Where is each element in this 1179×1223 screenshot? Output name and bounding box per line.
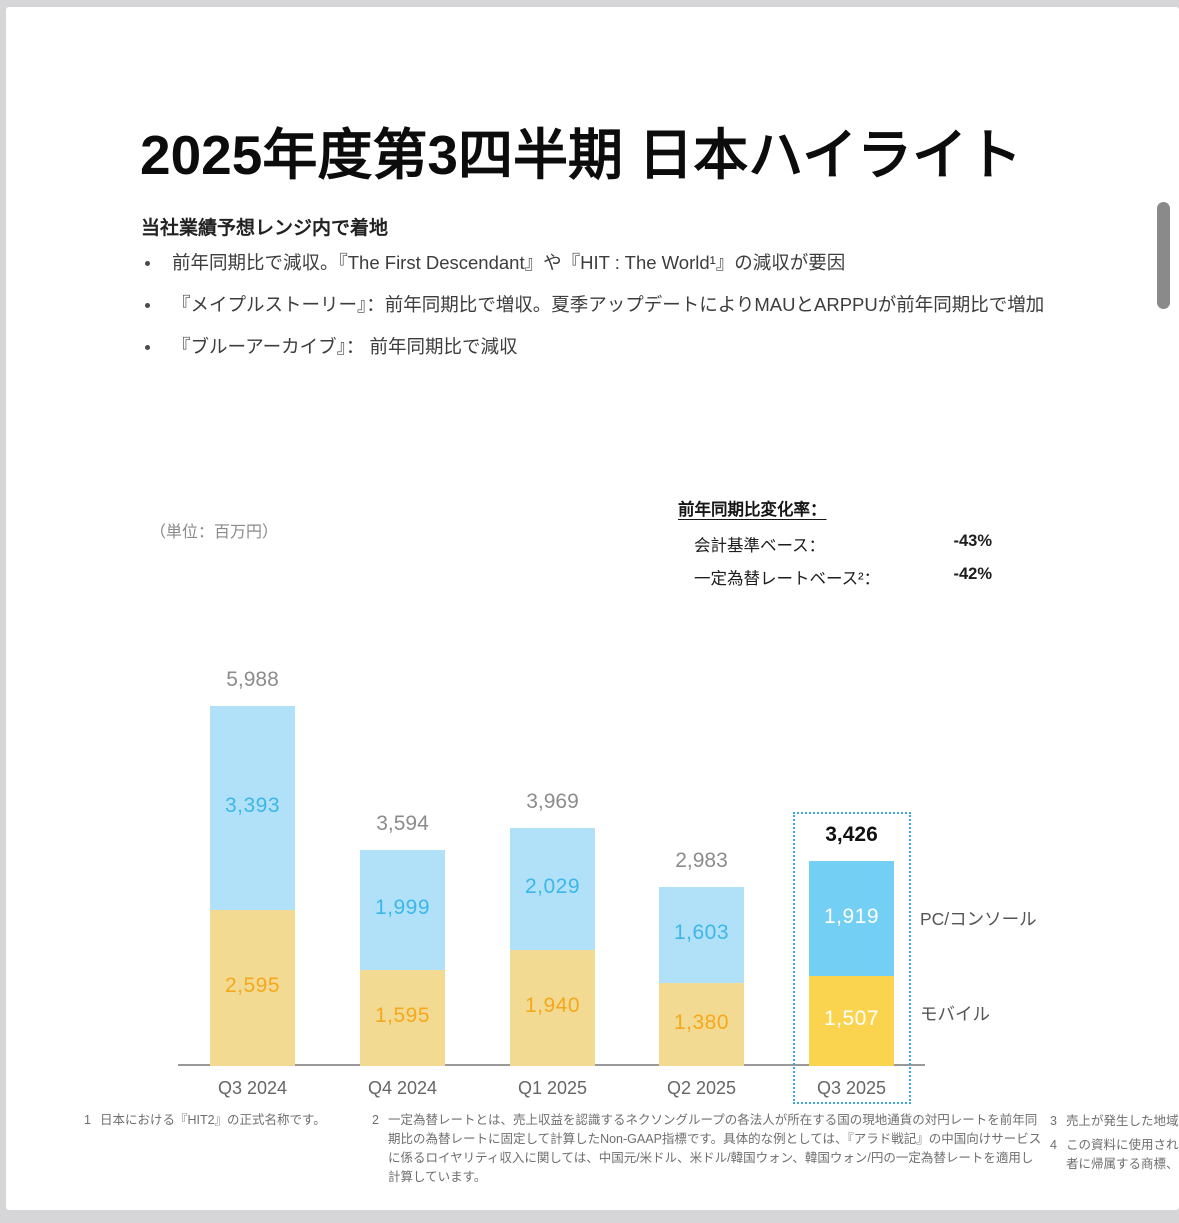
- bar-q3-2024-pc-value: 3,393: [224, 794, 281, 817]
- bullet-text: 前年同期比で減収。『The First Descendant』や『HIT : T…: [172, 252, 846, 273]
- yoy-row-constant-currency: 一定為替レートベース²： -42%: [694, 565, 994, 589]
- footnote-text: 日本における『HIT2』の正式名称です。: [99, 1113, 326, 1127]
- bar-q4-2024-pc-value: 1,999: [374, 896, 431, 919]
- bar-q1-2025-total-label: 3,969: [526, 790, 579, 813]
- bar-q1-2025-mobile-segment: [510, 950, 595, 1066]
- list-item: 『ブルーアーカイブ』： 前年同期比で減収: [141, 334, 1151, 361]
- page-title: 2025年度第3四半期 日本ハイライト: [140, 123, 1023, 186]
- bar-q3-2025-pc-value: 1,919: [823, 904, 880, 928]
- chart-unit-label: （単位：百万円）: [150, 524, 279, 541]
- bar-q3-2025-pc-segment: [809, 861, 894, 976]
- legend-label-pc-console: PC/コンソール: [920, 909, 1037, 929]
- bar-q3-2024-pc-segment: [210, 706, 295, 910]
- highlights-list: 前年同期比で減収。『The First Descendant』や『HIT : T…: [141, 250, 1151, 375]
- bar-q2-2025-total-label: 2,983: [675, 849, 728, 872]
- bar-q3-2025-mobile-segment: [809, 976, 894, 1066]
- footnote-3: 3 売上が発生した地域別: [1050, 1112, 1179, 1131]
- bar-q3-2025-total-label: 3,426: [825, 823, 878, 846]
- bullet-text: 『メイプルストーリー』：前年同期比で増収。夏季アップデートによりMAUとARPP…: [172, 293, 1045, 315]
- x-axis-label-q1-2025: Q1 2025: [517, 1078, 588, 1098]
- footnote-line: 者に帰属する商標、登録: [1065, 1157, 1179, 1171]
- list-item: 『メイプルストーリー』：前年同期比で増収。夏季アップデートによりMAUとARPP…: [141, 292, 1151, 319]
- bar-q2-2025-mobile-segment: [659, 983, 744, 1066]
- footnote-number: 4: [1050, 1138, 1057, 1152]
- footnote-2: 2 一定為替レートとは、売上収益を認識するネクソングループの各法人が所在する国の…: [372, 1111, 1044, 1187]
- footnote-line: この資料に使用されてい: [1065, 1138, 1179, 1152]
- highlight-box: [793, 812, 911, 1104]
- footnote-text: 一定為替レートとは、売上収益を認識するネクソングループの各法人が所在する国の現地…: [387, 1113, 1042, 1184]
- bar-q2-2025-pc-value: 1,603: [673, 921, 730, 944]
- footnote-text: この資料に使用されてい 者に帰属する商標、登録: [1066, 1136, 1179, 1174]
- bar-q4-2024-pc-segment: [360, 850, 445, 970]
- bar-q4-2024-mobile-segment: [360, 970, 445, 1066]
- bar-q2-2025-mobile-value: 1,380: [673, 1010, 730, 1034]
- bullet-text: 『ブルーアーカイブ』： 前年同期比で減収: [172, 335, 518, 357]
- footnote-1: 1 日本における『HIT2』の正式名称です。: [84, 1111, 384, 1130]
- footnote-number: 1: [84, 1113, 91, 1127]
- bar-q4-2024-total-label: 3,594: [376, 812, 429, 835]
- bar-q3-2024-mobile-segment: [210, 910, 295, 1066]
- footnote-4: 4 この資料に使用されてい 者に帰属する商標、登録: [1050, 1136, 1179, 1174]
- page-subtitle: 当社業績予想レンジ内で着地: [141, 217, 389, 239]
- bar-q4-2024-mobile-value: 1,595: [374, 1004, 431, 1027]
- x-axis-label-q2-2025: Q2 2025: [666, 1078, 737, 1098]
- x-axis-label-q3-2025: Q3 2025: [816, 1078, 887, 1098]
- bar-q2-2025-pc-segment: [659, 887, 744, 983]
- bar-q1-2025-pc-segment: [510, 828, 595, 950]
- x-axis-label-q4-2024: Q4 2024: [367, 1078, 438, 1098]
- list-item: 前年同期比で減収。『The First Descendant』や『HIT : T…: [141, 250, 1151, 277]
- yoy-heading: 前年同期比変化率：: [678, 501, 827, 519]
- yoy-row-accounting: 会計基準ベース： -43%: [694, 532, 994, 556]
- footnote-number: 3: [1050, 1114, 1057, 1128]
- scrollbar-thumb[interactable]: [1157, 202, 1170, 309]
- bar-q3-2025-mobile-value: 1,507: [823, 1007, 880, 1030]
- bar-q1-2025-pc-value: 2,029: [524, 875, 581, 898]
- bar-q1-2025-mobile-value: 1,940: [524, 994, 581, 1017]
- footnote-number: 2: [372, 1113, 379, 1127]
- yoy-label-constant-currency: 一定為替レートベース²：: [694, 570, 881, 588]
- yoy-label-accounting: 会計基準ベース：: [694, 537, 826, 555]
- yoy-value-accounting: -43%: [953, 532, 992, 550]
- yoy-value-constant-currency: -42%: [953, 565, 992, 583]
- bar-q3-2024-mobile-value: 2,595: [224, 974, 281, 997]
- footnote-text: 売上が発生した地域別: [1065, 1114, 1179, 1128]
- bar-q3-2024-total-label: 5,988: [226, 668, 279, 691]
- legend-label-mobile: モバイル: [920, 1004, 990, 1024]
- x-axis-label-q3-2024: Q3 2024: [217, 1078, 288, 1098]
